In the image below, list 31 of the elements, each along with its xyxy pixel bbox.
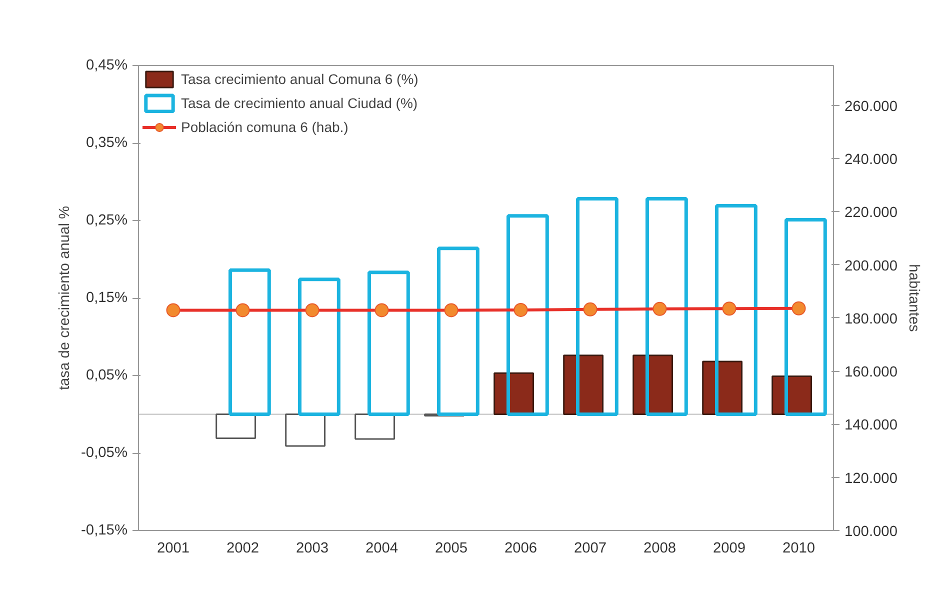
y-tick-label: 0,35% xyxy=(86,135,128,151)
y-tick-label: 0,15% xyxy=(86,290,128,306)
y2-tick-label: 240.000 xyxy=(844,152,898,168)
y2-tick-label: 140.000 xyxy=(844,418,898,434)
x-tick-label: 2004 xyxy=(365,540,398,556)
y-tick-label: 0,25% xyxy=(86,212,128,228)
x-tick-label: 2007 xyxy=(574,540,607,556)
y2-tick-label: 220.000 xyxy=(844,205,898,222)
legend-label: Población comuna 6 (hab.) xyxy=(181,119,348,135)
y-tick-label: -0,05% xyxy=(81,445,128,461)
x-tick-label: 2009 xyxy=(712,540,746,556)
y-tick-label: 0,05% xyxy=(86,368,128,384)
x-tick-label: 2003 xyxy=(296,540,329,556)
y-tick-label: -0,15% xyxy=(81,522,128,538)
y-axis-title: tasa de crecimiento anual % xyxy=(57,206,74,390)
y2-tick-label: 260.000 xyxy=(844,98,898,115)
x-tick-label: 2005 xyxy=(434,540,468,556)
y2-tick-label: 100.000 xyxy=(844,524,898,540)
y2-tick-label: 120.000 xyxy=(844,470,898,487)
x-tick-label: 2002 xyxy=(226,540,260,556)
x-tick-label: 2008 xyxy=(643,540,676,556)
x-tick-label: 2010 xyxy=(782,540,816,556)
y2-axis-title: habitantes xyxy=(905,264,922,332)
y-tick-label: 0,45% xyxy=(86,58,128,74)
legend-label: Tasa crecimiento anual Comuna 6 (%) xyxy=(181,71,418,87)
y2-tick-label: 200.000 xyxy=(844,258,898,274)
legend-label: Tasa de crecimiento anual Ciudad (%) xyxy=(181,95,418,111)
y2-tick-label: 180.000 xyxy=(844,311,898,328)
x-tick-label: 2001 xyxy=(156,540,190,556)
y2-tick-label: 160.000 xyxy=(844,364,898,381)
x-tick-label: 2006 xyxy=(504,540,538,556)
